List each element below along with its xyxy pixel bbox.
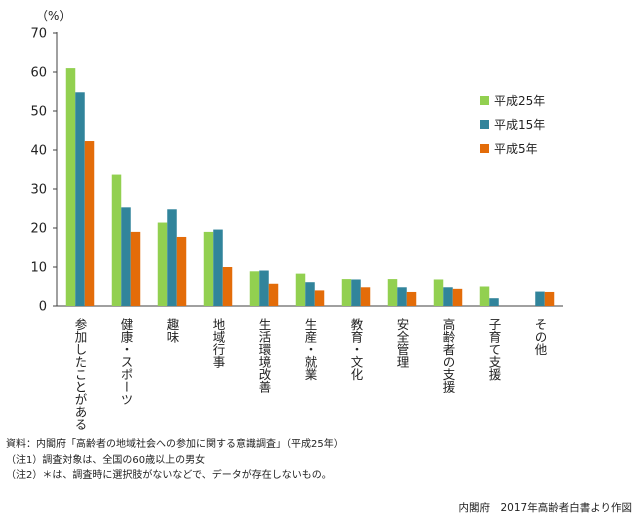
x-tick-label: その他 <box>533 318 548 356</box>
y-tick-label: 50 <box>30 105 47 120</box>
note-1: （注1）調査対象は、全国の60歳以上の男女 <box>6 454 206 466</box>
bar <box>222 267 233 306</box>
x-tick-label: 安全管理 <box>395 317 410 368</box>
bar <box>259 270 269 306</box>
bar <box>176 236 187 306</box>
bar <box>65 68 76 306</box>
bar <box>111 174 122 306</box>
bar <box>433 279 444 306</box>
bar <box>75 92 85 306</box>
x-tick-label: 子育て支援 <box>487 318 502 381</box>
y-tick-label: 30 <box>30 183 47 198</box>
bar <box>249 271 260 306</box>
bar <box>535 291 545 306</box>
y-tick-label: 60 <box>30 66 47 81</box>
bar <box>397 287 407 306</box>
y-tick-label: 10 <box>30 261 47 276</box>
source-notes: 資料：内閣府「高齢者の地域社会への参加に関する意識調査」（平成25年） （注1）… <box>6 437 344 484</box>
x-tick-label: 生活環境改善 <box>257 318 272 394</box>
x-tick-label: 趣味 <box>165 317 180 343</box>
x-tick-label: 参加したことがある <box>73 317 88 431</box>
bar <box>452 288 463 306</box>
legend-label: 平成15年 <box>494 118 545 132</box>
bar <box>351 279 361 306</box>
bar <box>121 207 131 306</box>
bar <box>360 287 371 306</box>
bar <box>295 273 306 306</box>
bar <box>130 231 141 306</box>
credit-text: 内閣府 2017年高齢者白書より作図 <box>458 502 632 514</box>
x-tick-label: 生産・就業 <box>303 318 318 381</box>
note-2: （注2）＊は、調査時に選択肢がないなどで、データが存在しないもの。 <box>6 470 332 481</box>
bar <box>203 231 214 306</box>
y-tick-label: 20 <box>30 222 47 237</box>
x-tick-label: 高齢者の支援 <box>441 317 456 394</box>
bar <box>479 286 490 306</box>
bar-chart: 0 10 20 30 40 50 60 70 （%） 参加したことがある 健康・スポーツ 趣味 地域行事… <box>30 9 563 431</box>
legend-label: 平成25年 <box>494 94 545 108</box>
bar <box>406 291 417 306</box>
x-tick-label: 健康・スポーツ <box>119 318 134 406</box>
bar <box>305 282 315 306</box>
y-tick-label: 40 <box>30 144 47 159</box>
legend-swatch <box>480 120 489 129</box>
y-axis-label: （%） <box>36 9 71 23</box>
bar <box>489 298 499 306</box>
bar <box>268 283 279 306</box>
legend-swatch <box>480 96 489 105</box>
bar <box>443 287 453 306</box>
legend-label: 平成5年 <box>494 142 538 156</box>
bar <box>84 141 95 306</box>
bar <box>213 229 223 306</box>
y-tick-label: 70 <box>30 27 47 42</box>
bar <box>314 290 325 306</box>
bar <box>387 279 398 306</box>
y-tick-label: 0 <box>39 300 47 315</box>
source-note: 資料：内閣府「高齢者の地域社会への参加に関する意識調査」（平成25年） <box>6 439 344 450</box>
x-tick-label: 教育・文化 <box>349 317 364 381</box>
legend-swatch <box>480 144 489 153</box>
bar <box>167 209 177 306</box>
bar <box>157 222 168 306</box>
bar <box>341 279 352 306</box>
bar <box>544 291 555 306</box>
x-tick-label: 地域行事 <box>211 318 226 368</box>
